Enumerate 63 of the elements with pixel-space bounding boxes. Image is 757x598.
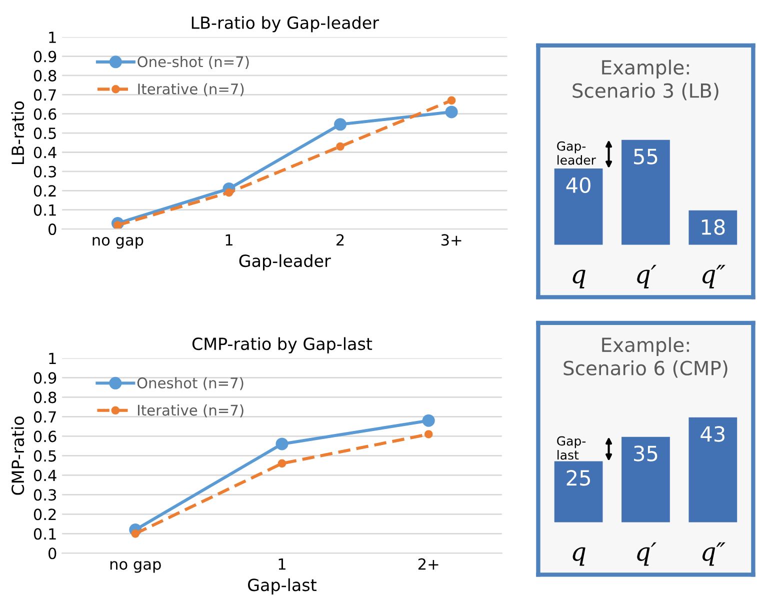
y-tick-label: 1 [49, 32, 56, 43]
y-tick-label: 0.9 [34, 372, 56, 384]
point [334, 118, 347, 131]
legend-label: Iterative (n=7) [138, 404, 244, 418]
point [422, 414, 435, 427]
point [276, 438, 288, 450]
y-tick-label: 0.2 [34, 508, 56, 520]
x-tick-label: q′ [637, 542, 656, 566]
data-label: 43 [700, 426, 724, 442]
x-tick-label: 3+ [441, 234, 462, 246]
y-tick-label: 0.1 [34, 528, 56, 540]
y-tick-label: 0.9 [34, 50, 56, 62]
x-tick-label: 1 [278, 558, 286, 570]
y-tick-label: 1 [49, 352, 56, 364]
y-tick-label: 0.2 [34, 185, 56, 197]
y-tick-label: 0.7 [34, 89, 56, 101]
point [278, 459, 286, 468]
data-label: 18 [702, 219, 725, 235]
data-label: 40 [566, 177, 590, 193]
point [447, 96, 456, 105]
y-tick-label: 0.4 [34, 470, 56, 482]
x-tick-label: q″ [702, 264, 726, 288]
data-label: 35 [634, 446, 658, 462]
y-tick-label: 0 [48, 224, 56, 236]
chart-title: CMP-ratio by Gap-last [192, 337, 372, 354]
y-tick-label: 0.5 [34, 450, 56, 462]
x-axis-title: Gap-leader [239, 254, 331, 270]
y-tick-label: 0 [48, 548, 56, 560]
y-tick-label: 0.1 [34, 204, 56, 216]
annotation: Gap- leader [557, 141, 596, 165]
point [424, 430, 433, 438]
legend-label: Oneshot (n=7) [137, 377, 244, 390]
y-tick-label: 0.6 [34, 108, 56, 120]
y-tick-label: 0.7 [34, 411, 56, 423]
x-tick-label: no gap [92, 236, 144, 249]
y-tick-label: 0.3 [34, 489, 56, 501]
x-tick-label: 1 [226, 234, 232, 246]
y-tick-label: 0.6 [34, 430, 56, 442]
x-tick-label: no gap [110, 561, 161, 573]
legend-label: Iterative (n=7) [138, 83, 244, 96]
chart-title: LB-ratio by Gap-leader [192, 16, 379, 32]
data-label: 25 [566, 470, 590, 486]
point [336, 142, 344, 151]
y-axis-title: LB-ratio [11, 101, 24, 164]
x-tick-label: q′ [637, 264, 656, 288]
x-axis-title: Gap-last [248, 578, 316, 594]
y-axis-title: CMP-ratio [11, 416, 24, 495]
y-tick-label: 0.3 [34, 166, 56, 178]
y-tick-label: 0.4 [34, 146, 56, 158]
legend-label: One-shot (n=7) [138, 56, 249, 69]
x-tick-label: q [572, 270, 586, 288]
chart-title: Example: Scenario 3 (LB) [572, 60, 718, 100]
y-tick-label: 0.8 [34, 70, 56, 82]
x-tick-label: q [572, 547, 586, 566]
annotation: Gap- last [557, 436, 586, 460]
x-tick-label: q″ [702, 542, 726, 566]
x-tick-label: 2+ [418, 558, 438, 570]
y-tick-label: 0.8 [34, 392, 56, 404]
y-tick-label: 0.5 [34, 128, 56, 140]
point [445, 106, 458, 118]
chart-title: Example: Scenario 6 (CMP) [564, 337, 728, 378]
data-label: 55 [634, 148, 658, 164]
x-tick-label: 2 [336, 234, 344, 246]
